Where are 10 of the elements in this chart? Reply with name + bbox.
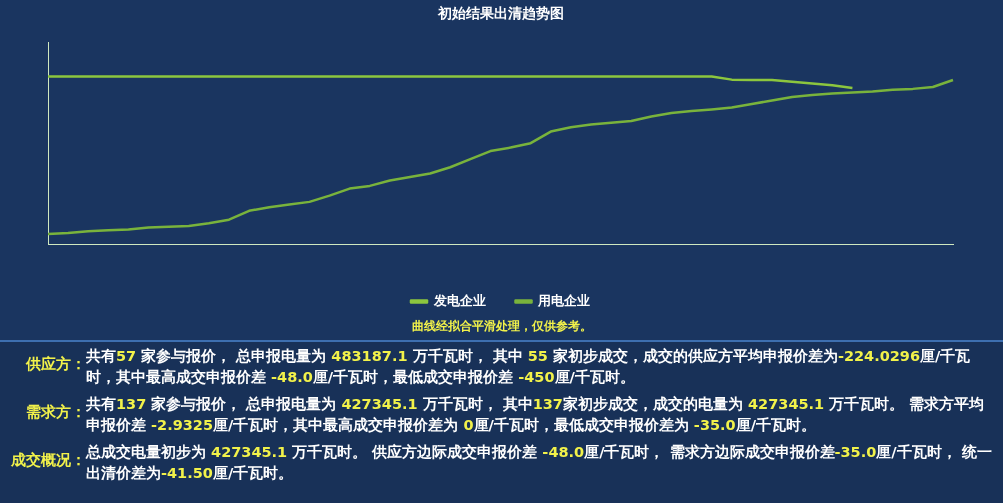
text: 总成交电量初步为 427345.1 万千瓦时。 供应方边际成交申报价差 -48.0厘/千瓦时， 需求方边际成交申报价差-35.0厘/千瓦时， 统一出清价差为-41.50厘/千瓦时。 [86, 444, 992, 481]
text: 曲线经拟合平滑处理，仅供参考。 [410, 318, 593, 335]
legend-label: 发电企业 [432, 292, 486, 308]
text: 成交概况： [10, 451, 86, 471]
text: 需求方： [25, 402, 86, 423]
legend-label: 用电企业 [537, 292, 590, 308]
text: 供应方： [24, 354, 86, 375]
text: 共有57 家参与报价， 总申报电量为 483187.1 万千瓦时， 其中 55 家初步成交，成交的供应方平均申报价差为-224.0296厘/千瓦时，其中最高成交申报价差 -48.0厘/千瓦时，最低成交申报价差 -450厘/千瓦时。 [86, 348, 971, 385]
chart-title: 初始结果出清趋势图 [436, 5, 564, 22]
text: 共有137 家参与报价， 总申报电量为 427345.1 万千瓦时， 其中137家初步成交，成交的电量为 427345.1 万千瓦时。 需求方平均申报价差 -2.9325厘/千瓦时，其中最高成交申报价差为 0厘/千瓦时，最低成交申报价差为 -35.0厘/千瓦时。 [86, 396, 985, 433]
